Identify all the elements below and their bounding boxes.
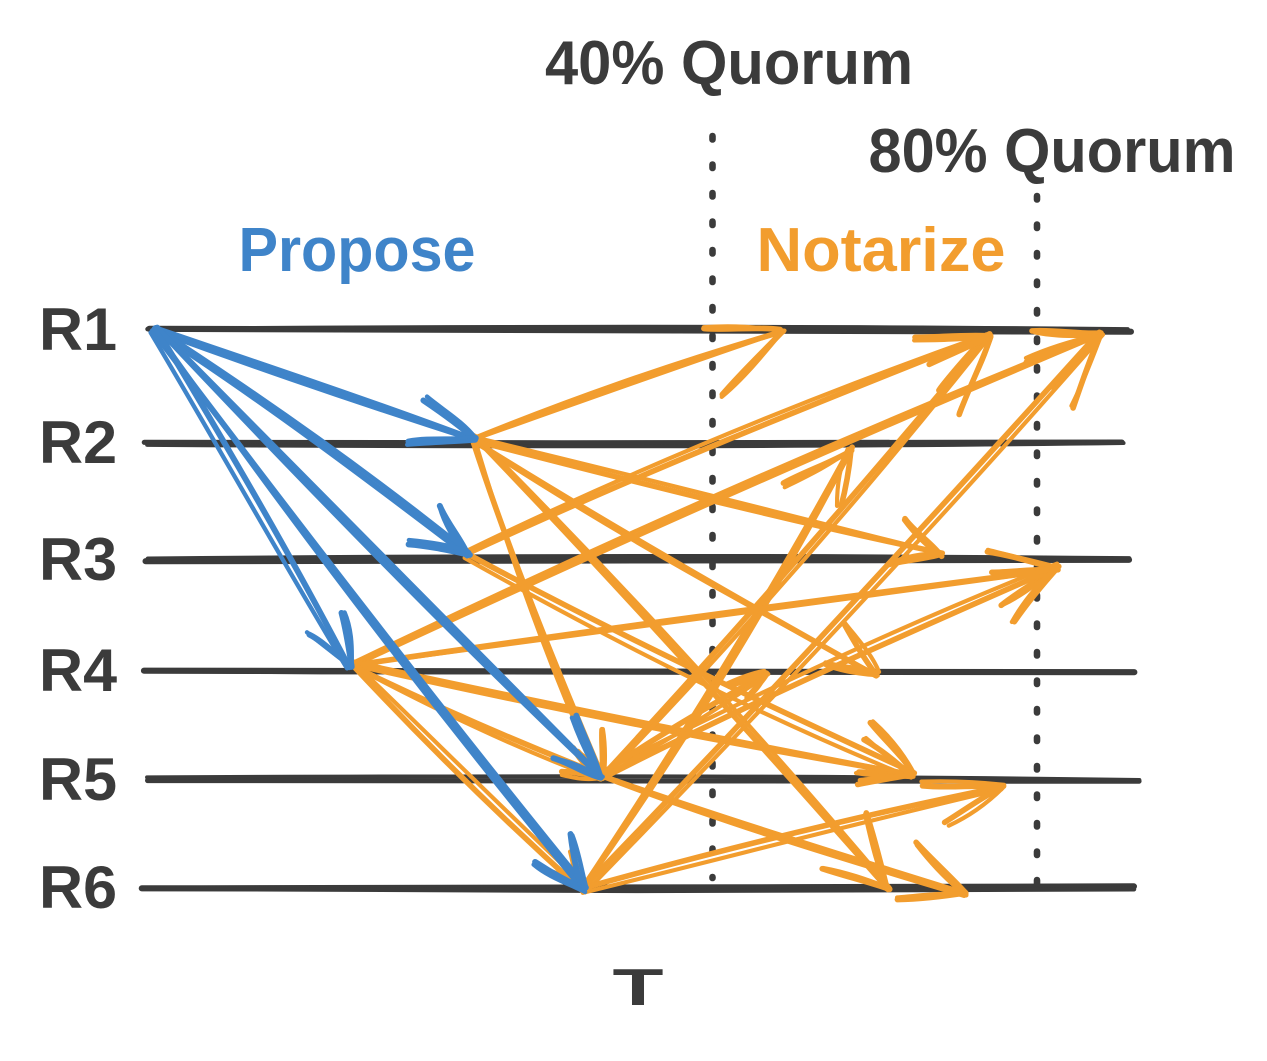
svg-text:R4: R4 xyxy=(39,637,118,704)
svg-text:R5: R5 xyxy=(39,746,117,813)
svg-text:R2: R2 xyxy=(39,409,117,476)
svg-text:R6: R6 xyxy=(39,854,117,921)
svg-text:80% Quorum: 80% Quorum xyxy=(869,117,1236,186)
svg-text:Notarize: Notarize xyxy=(757,216,1006,285)
svg-text:R1: R1 xyxy=(39,296,117,363)
svg-text:R3: R3 xyxy=(39,526,117,593)
svg-text:Propose: Propose xyxy=(239,216,476,285)
svg-text:T: T xyxy=(613,959,664,1017)
svg-text:40% Quorum: 40% Quorum xyxy=(545,29,913,98)
